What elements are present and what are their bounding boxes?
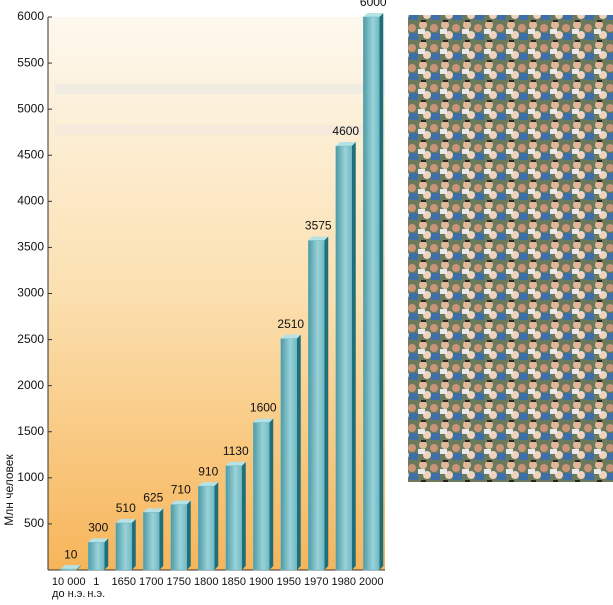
value-label: 910 — [198, 464, 218, 478]
bar-top — [280, 334, 301, 339]
y-tick-label: 1500 — [17, 424, 44, 438]
value-label: 10 — [64, 547, 78, 561]
bar — [225, 465, 242, 571]
value-label: 510 — [116, 501, 136, 515]
x-tick-label: 1850 — [221, 576, 246, 588]
value-label: 625 — [143, 491, 163, 505]
value-label: 1130 — [223, 444, 249, 458]
bar-side — [351, 142, 356, 571]
bar-top — [308, 236, 329, 241]
bar — [335, 145, 352, 571]
bar — [363, 16, 380, 571]
bar-side — [269, 418, 274, 570]
value-label: 6000 — [360, 0, 387, 9]
bar — [170, 504, 187, 571]
bar — [88, 542, 105, 571]
bar-top — [335, 142, 356, 147]
y-tick-label: 2000 — [17, 378, 44, 392]
y-tick-label: 1000 — [17, 470, 44, 484]
bar — [60, 568, 77, 571]
x-tick-label: 10 000 до н.э. — [51, 576, 86, 600]
band — [55, 125, 385, 135]
x-tick-label: 1650 — [111, 576, 136, 588]
bar — [253, 422, 270, 571]
y-tick-label: 5000 — [17, 101, 44, 115]
y-tick-label: 3500 — [17, 240, 44, 254]
x-tick-label: 2000 — [359, 576, 384, 588]
x-tick-label: 1980 — [331, 576, 356, 588]
y-tick-label: 3000 — [17, 286, 44, 300]
x-tick-label: 1800 — [194, 576, 219, 588]
x-tick-label: 1970 — [304, 576, 329, 588]
x-tick-label: 1900 — [249, 576, 274, 588]
y-tick-label: 5500 — [17, 55, 44, 69]
bar-side — [131, 518, 136, 570]
bar-side — [159, 508, 164, 570]
bar — [280, 338, 297, 571]
bar-top — [198, 482, 219, 487]
bar-side — [296, 334, 301, 570]
bar-side — [324, 236, 329, 571]
y-axis-title: Млн человек — [2, 454, 16, 526]
y-tick-label: 2500 — [17, 332, 44, 346]
bar-top — [363, 13, 384, 17]
y-tick-label: 4000 — [17, 194, 44, 208]
bar-top — [170, 500, 191, 505]
bar-top — [143, 508, 164, 513]
x-tick-label: 1950 — [276, 576, 301, 588]
bar-side — [241, 461, 246, 570]
bar-top — [88, 538, 109, 543]
value-label: 3575 — [305, 219, 332, 233]
bar — [198, 485, 215, 571]
bar-side — [214, 482, 219, 570]
value-label: 2510 — [277, 317, 304, 331]
x-tick-label: 1750 — [166, 576, 191, 588]
x-tick-label: 1700 — [139, 576, 164, 588]
bar-top — [253, 418, 274, 423]
y-tick-label: 6000 — [17, 9, 44, 23]
bar-top — [60, 565, 81, 570]
value-label: 4600 — [332, 124, 359, 138]
bar — [115, 522, 132, 571]
crowd-photo — [408, 15, 613, 482]
bar-top — [225, 461, 246, 466]
value-label: 300 — [88, 521, 108, 535]
plot-background — [48, 17, 385, 570]
bar-side — [104, 538, 109, 570]
bar-side — [186, 500, 191, 570]
bar — [308, 240, 325, 571]
bar — [143, 512, 160, 571]
bar-top — [115, 518, 136, 523]
bar-side — [76, 565, 81, 570]
value-label: 710 — [171, 483, 191, 497]
value-label: 1600 — [250, 401, 277, 415]
y-tick-label: 500 — [24, 516, 44, 530]
y-tick-label: 4500 — [17, 147, 44, 161]
x-tick-label: 1 н.э. — [87, 576, 106, 600]
bar-side — [379, 13, 384, 570]
band — [55, 84, 385, 94]
